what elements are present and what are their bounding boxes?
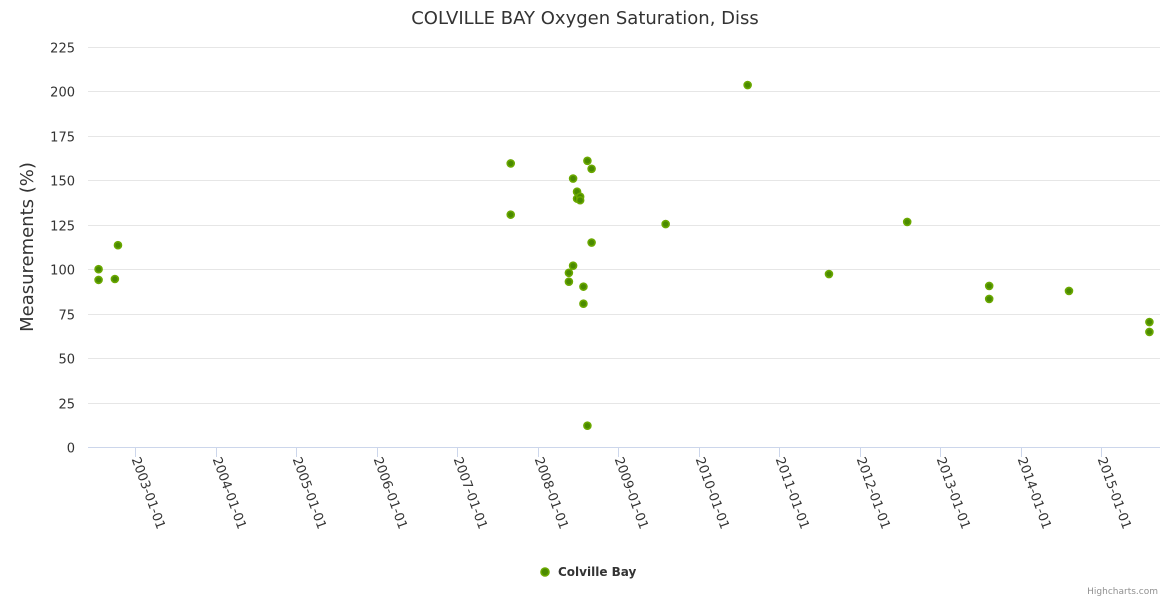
legend-label: Colville Bay bbox=[558, 565, 637, 579]
data-point[interactable] bbox=[113, 240, 123, 250]
data-point[interactable] bbox=[1145, 317, 1154, 327]
y-tick-label: 75 bbox=[58, 309, 75, 324]
data-point[interactable] bbox=[94, 264, 103, 274]
legend-marker bbox=[540, 567, 550, 577]
data-point[interactable] bbox=[824, 269, 834, 279]
x-tick-label: 2014-01-01 bbox=[1014, 455, 1054, 531]
data-point[interactable] bbox=[902, 217, 912, 227]
data-point[interactable] bbox=[110, 274, 120, 284]
y-axis-label: Measurements (%) bbox=[17, 162, 38, 332]
y-axis-ticks: 0 25 50 75 100 125 150 175 200 225 bbox=[50, 42, 75, 457]
y-tick-label: 175 bbox=[50, 131, 75, 146]
series-colville-bay bbox=[94, 80, 1154, 430]
x-tick-label: 2010-01-01 bbox=[692, 455, 732, 531]
grid-lines bbox=[88, 47, 1160, 404]
data-point[interactable] bbox=[579, 299, 588, 309]
data-point[interactable] bbox=[661, 219, 670, 229]
data-point[interactable] bbox=[984, 294, 994, 304]
x-tick-label: 2007-01-01 bbox=[450, 455, 490, 531]
data-point[interactable] bbox=[583, 156, 592, 166]
x-tick-label: 2015-01-01 bbox=[1094, 455, 1134, 531]
data-point[interactable] bbox=[568, 261, 578, 270]
data-point[interactable] bbox=[583, 421, 592, 430]
data-point[interactable] bbox=[1064, 286, 1074, 296]
y-tick-label: 225 bbox=[50, 42, 75, 57]
y-tick-label: 50 bbox=[58, 353, 75, 368]
data-point[interactable] bbox=[564, 268, 574, 278]
y-tick-label: 25 bbox=[58, 398, 75, 413]
y-tick-label: 200 bbox=[50, 86, 75, 101]
x-tick-label: 2009-01-01 bbox=[611, 455, 651, 531]
data-point[interactable] bbox=[1145, 327, 1154, 337]
x-axis-ticks: 2003-01-01 2004-01-01 2005-01-01 2006-01-01… bbox=[128, 447, 1134, 531]
y-tick-label: 150 bbox=[50, 175, 75, 190]
data-point[interactable] bbox=[587, 238, 596, 247]
x-tick-label: 2011-01-01 bbox=[772, 455, 812, 531]
x-tick-label: 2008-01-01 bbox=[531, 455, 571, 531]
y-tick-label: 125 bbox=[50, 220, 75, 235]
x-tick-label: 2003-01-01 bbox=[128, 455, 168, 531]
credits-link[interactable]: Highcharts.com bbox=[1087, 587, 1158, 597]
data-point[interactable] bbox=[587, 164, 596, 174]
x-tick-label: 2004-01-01 bbox=[209, 455, 249, 531]
data-point[interactable] bbox=[575, 195, 585, 205]
chart-title: COLVILLE BAY Oxygen Saturation, Diss bbox=[411, 8, 759, 29]
data-point[interactable] bbox=[568, 174, 578, 183]
x-tick-label: 2006-01-01 bbox=[370, 455, 410, 531]
data-point[interactable] bbox=[506, 210, 516, 219]
data-point[interactable] bbox=[984, 281, 994, 291]
data-point[interactable] bbox=[743, 80, 752, 90]
x-tick-label: 2013-01-01 bbox=[933, 455, 973, 531]
data-point[interactable] bbox=[564, 277, 574, 286]
legend-item-colville-bay[interactable]: Colville Bay bbox=[540, 565, 637, 579]
x-tick-label: 2012-01-01 bbox=[853, 455, 893, 531]
data-point[interactable] bbox=[94, 275, 103, 285]
y-tick-label: 0 bbox=[67, 442, 75, 457]
data-point[interactable] bbox=[506, 159, 516, 168]
data-point[interactable] bbox=[579, 282, 588, 291]
y-tick-label: 100 bbox=[50, 264, 75, 279]
x-tick-label: 2005-01-01 bbox=[289, 455, 329, 531]
